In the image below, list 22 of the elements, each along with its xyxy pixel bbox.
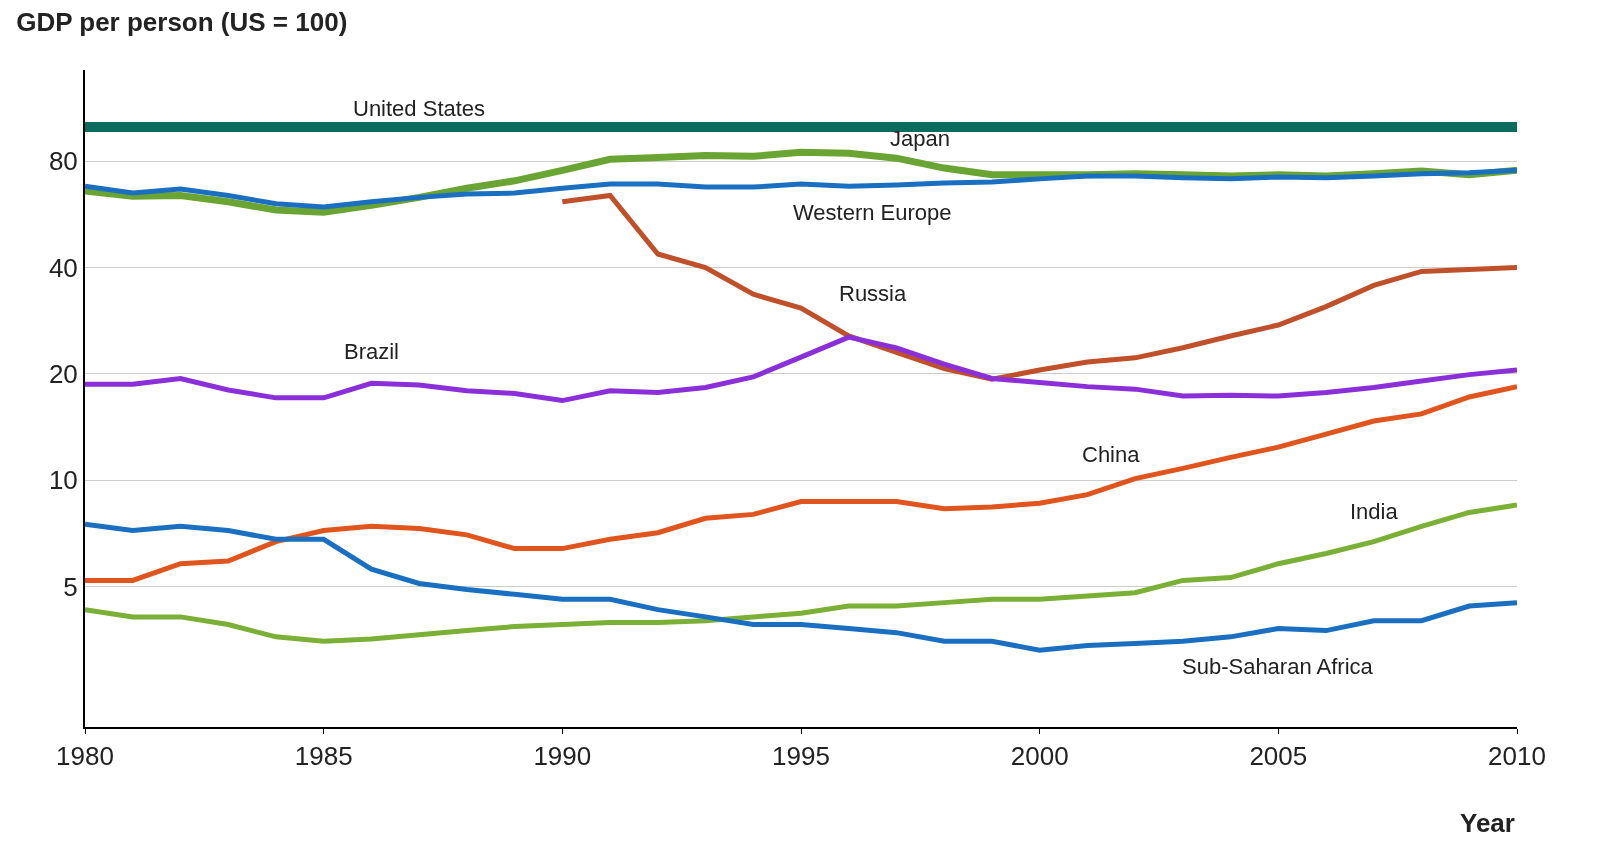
x-axis-title: Year xyxy=(1460,808,1515,838)
series-label: Russia xyxy=(839,281,908,306)
x-tick-label: 1980 xyxy=(56,741,114,772)
series-label: India xyxy=(1350,499,1399,524)
x-tick-label: 2005 xyxy=(1249,741,1308,772)
series-label: United States xyxy=(353,96,486,121)
y-tick-label: 80 xyxy=(48,146,78,177)
x-tick-label: 1990 xyxy=(533,741,592,772)
x-tick-label: 1985 xyxy=(294,741,353,772)
y-tick-label: 5 xyxy=(63,571,78,602)
chart-title: GDP per person (US = 100) xyxy=(16,7,348,38)
series-label: Brazil xyxy=(344,339,400,364)
y-tick-label: 40 xyxy=(48,252,78,283)
y-tick-label: 10 xyxy=(48,465,78,496)
x-tick-label: 1995 xyxy=(772,741,830,772)
series-label: Western Europe xyxy=(793,200,952,225)
series-label: Sub-Saharan Africa xyxy=(1182,654,1374,679)
series-label: China xyxy=(1082,442,1141,467)
y-tick-label: 20 xyxy=(48,358,78,389)
x-tick-label: 2000 xyxy=(1010,741,1069,772)
series-label: Japan xyxy=(890,126,950,151)
x-tick-label: 2010 xyxy=(1488,741,1546,772)
